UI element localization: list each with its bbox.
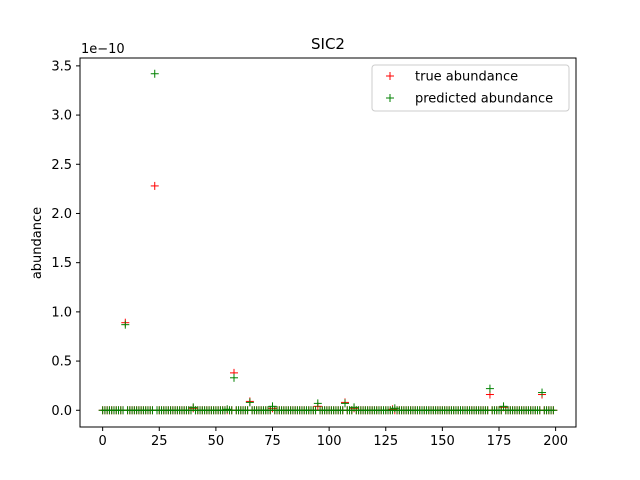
predicted-abundance-marker (121, 320, 130, 329)
predicted-abundance-marker (150, 69, 159, 78)
predicted-abundance-marker (485, 384, 494, 393)
x-tick-label: 125 (373, 434, 398, 449)
x-tick-label: 175 (487, 434, 512, 449)
y-tick-label: 1.0 (51, 305, 72, 320)
y-tick-label: 0.5 (51, 355, 72, 370)
y-tick-label: 3.0 (51, 109, 72, 124)
plot-frame (79, 57, 577, 428)
y-scale-label: 1e−10 (81, 42, 125, 57)
x-tick-label: 75 (264, 434, 281, 449)
y-axis-label: abundance (30, 207, 45, 279)
true-abundance-marker (150, 181, 159, 190)
x-tick-label: 100 (317, 434, 342, 449)
legend-label: predicted abundance (415, 92, 553, 107)
y-axis: 0.0 0.5 1.0 1.5 2.0 2.5 3.0 3.5 (51, 59, 80, 419)
predicted-abundance-marker (313, 399, 322, 408)
x-tick-label: 200 (543, 434, 568, 449)
y-tick-label: 2.0 (51, 207, 72, 222)
predicted-abundance-marker (245, 398, 254, 407)
chart-title: SIC2 (311, 35, 345, 53)
predicted-abundance-marker (230, 373, 239, 382)
y-tick-label: 0.0 (51, 404, 72, 419)
legend-box (371, 64, 570, 112)
legend: true abundance predicted abundance (371, 64, 570, 112)
x-tick-label: 25 (151, 434, 168, 449)
legend-label: true abundance (415, 70, 518, 85)
x-tick-label: 50 (208, 434, 225, 449)
legend-entry: true abundance (386, 70, 518, 85)
data-markers (98, 69, 558, 415)
y-tick-label: 2.5 (51, 158, 72, 173)
x-axis: 0 25 50 75 100 125 150 175 200 (99, 427, 568, 449)
predicted-abundance-marker (538, 388, 547, 397)
predicted-abundance-marker (549, 406, 558, 415)
y-tick-label: 1.5 (51, 256, 72, 271)
x-tick-label: 150 (430, 434, 455, 449)
y-tick-label: 3.5 (51, 59, 72, 74)
legend-entry: predicted abundance (386, 92, 553, 107)
x-tick-label: 0 (99, 434, 107, 449)
predicted-abundance-marker (340, 399, 349, 408)
